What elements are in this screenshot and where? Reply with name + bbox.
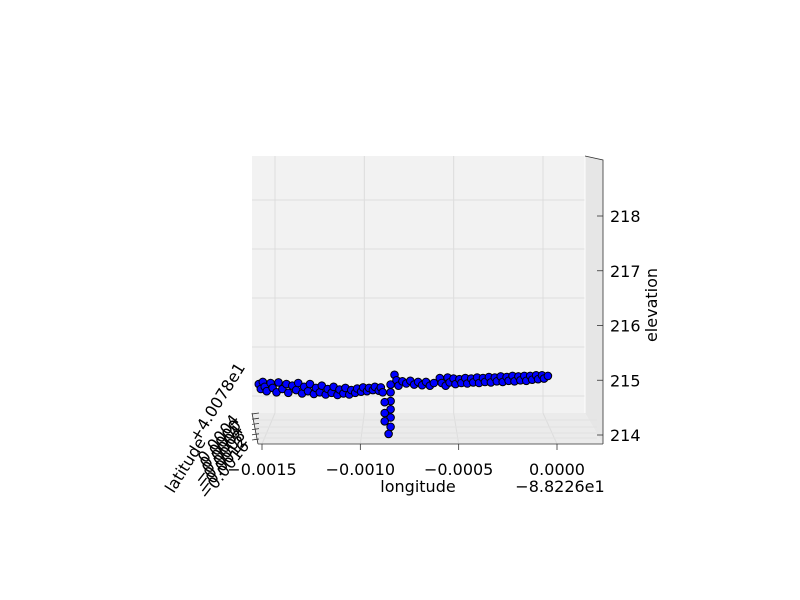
z-tick-label: 215 xyxy=(610,371,641,390)
y-tick-mark xyxy=(251,428,260,430)
x-tick-label: −0.0010 xyxy=(326,460,395,479)
data-point xyxy=(380,408,390,418)
data-point xyxy=(386,388,395,397)
data-point xyxy=(284,388,293,398)
y-tick-mark xyxy=(251,417,260,420)
x-tick-label: −0.0015 xyxy=(227,460,296,479)
floor-grid-line-x xyxy=(261,412,276,445)
x-axis-label: longitude xyxy=(380,477,455,496)
y-axis-line xyxy=(251,412,259,445)
z-tick-label: 216 xyxy=(610,317,641,336)
back-pane xyxy=(252,156,585,413)
data-point xyxy=(386,413,395,422)
z-tick-label: 217 xyxy=(610,262,641,281)
z-axis-label: elevation xyxy=(642,268,661,342)
x-offset-label: −8.8226e1 xyxy=(515,477,604,496)
x-tick-label: 0.0000 xyxy=(529,460,585,479)
data-point xyxy=(384,429,393,439)
data-point xyxy=(305,379,315,389)
y-tick-mark xyxy=(251,438,260,441)
data-point xyxy=(543,371,553,381)
grid xyxy=(252,156,597,445)
floor-grid-line-x xyxy=(453,412,460,445)
y-tick-mark xyxy=(251,433,260,436)
y-tick-mark xyxy=(251,423,260,425)
data-point xyxy=(386,405,395,414)
z-tick-label: 214 xyxy=(610,426,641,445)
data-point xyxy=(386,422,395,432)
data-points xyxy=(254,370,553,439)
y-tick-mark xyxy=(251,412,260,415)
data-point xyxy=(293,378,303,388)
pane-edge-right xyxy=(584,155,604,444)
data-point xyxy=(380,397,390,407)
data-point xyxy=(274,378,283,387)
floor-pane xyxy=(252,413,603,444)
z-axis: 214 215 216 217 218 xyxy=(597,207,641,445)
floor-grid-line-x xyxy=(542,412,558,445)
floor-grid-line-x xyxy=(359,412,365,445)
side-pane xyxy=(585,156,603,444)
x-axis: −0.0015 −0.0010 −0.0005 0.0000 xyxy=(227,444,585,479)
x-tick-label: −0.0005 xyxy=(424,460,493,479)
z-tick-label: 218 xyxy=(610,207,641,226)
data-point xyxy=(378,388,388,397)
data-point xyxy=(380,417,390,426)
